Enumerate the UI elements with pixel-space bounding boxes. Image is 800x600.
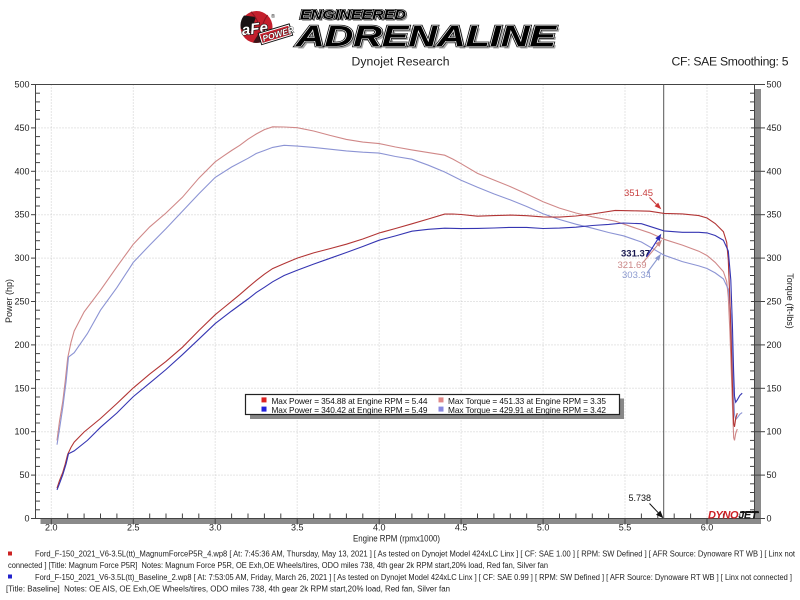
svg-text:150: 150 [767, 383, 782, 393]
svg-text:Ford_F-150_2021_V6-3.5L(tt)_Ba: Ford_F-150_2021_V6-3.5L(tt)_Baseline_2.w… [35, 573, 792, 582]
svg-text:200: 200 [14, 340, 29, 350]
svg-text:ENGINEERED: ENGINEERED [302, 10, 408, 24]
svg-text:6.0: 6.0 [701, 523, 714, 533]
svg-text:200: 200 [767, 340, 782, 350]
svg-text:ADRENALINE: ADRENALINE [295, 21, 559, 53]
svg-text:2.0: 2.0 [45, 523, 58, 533]
svg-text:Torque (ft-lbs): Torque (ft-lbs) [785, 273, 795, 329]
svg-text:400: 400 [767, 166, 782, 176]
svg-text:Engine RPM (rpmx1000): Engine RPM (rpmx1000) [353, 534, 440, 544]
svg-text:®: ® [271, 13, 275, 20]
svg-text:Power (hp): Power (hp) [4, 279, 14, 323]
svg-text:4.0: 4.0 [373, 523, 386, 533]
svg-text:CF: SAE Smoothing: 5: CF: SAE Smoothing: 5 [672, 55, 789, 69]
svg-text:connected ] [Title: Magnum For: connected ] [Title: Magnum Force P5R] No… [8, 561, 548, 570]
svg-text:Ford_F-150_2021_V6-3.5L(tt)_Ma: Ford_F-150_2021_V6-3.5L(tt)_MagnumForceP… [35, 550, 796, 559]
svg-text:300: 300 [767, 253, 782, 263]
svg-text:Max Power = 340.42 at Engine R: Max Power = 340.42 at Engine RPM = 5.49 [272, 405, 428, 415]
svg-text:300: 300 [14, 253, 29, 263]
svg-text:0: 0 [24, 514, 29, 524]
svg-text:5.738: 5.738 [629, 493, 652, 503]
svg-text:0: 0 [767, 514, 772, 524]
svg-text:351.45: 351.45 [624, 188, 653, 199]
svg-text:3.5: 3.5 [291, 523, 304, 533]
svg-text:321.69: 321.69 [618, 260, 647, 271]
svg-text:250: 250 [767, 297, 782, 307]
svg-text:331.37: 331.37 [621, 249, 650, 260]
svg-text:500: 500 [14, 80, 29, 90]
svg-text:250: 250 [14, 297, 29, 307]
svg-text:50: 50 [19, 470, 29, 480]
svg-text:3.0: 3.0 [209, 523, 222, 533]
svg-text:100: 100 [14, 427, 29, 437]
svg-text:ENGINEERED: ENGINEERED [300, 8, 406, 22]
svg-text:450: 450 [14, 123, 29, 133]
svg-text:DYNOJET: DYNOJET [708, 510, 759, 522]
svg-text:5.0: 5.0 [537, 523, 550, 533]
svg-text:400: 400 [14, 166, 29, 176]
svg-text:ADRENALINE: ADRENALINE [297, 24, 561, 56]
svg-text:ADRENALINE: ADRENALINE [295, 21, 559, 53]
svg-text:303.34: 303.34 [622, 270, 651, 281]
svg-text:2.5: 2.5 [127, 523, 140, 533]
svg-text:50: 50 [767, 470, 777, 480]
svg-text:450: 450 [767, 123, 782, 133]
svg-text:4.5: 4.5 [455, 523, 468, 533]
svg-text:150: 150 [14, 383, 29, 393]
svg-text:Max Torque = 451.33 at Engine: Max Torque = 451.33 at Engine RPM = 3.35 [448, 396, 606, 406]
svg-text:Max Power = 354.88 at Engine R: Max Power = 354.88 at Engine RPM = 5.44 [272, 396, 428, 406]
svg-text:Dynojet Research: Dynojet Research [352, 55, 450, 69]
svg-text:350: 350 [767, 210, 782, 220]
svg-text:ENGINEERED: ENGINEERED [300, 8, 406, 22]
svg-text:100: 100 [767, 427, 782, 437]
svg-text:[Title: Baseline] Notes: OE A: [Title: Baseline] Notes: OE AIS, OE Exh,… [6, 585, 450, 594]
svg-text:500: 500 [767, 80, 782, 90]
svg-text:5.5: 5.5 [619, 523, 632, 533]
svg-text:Max Torque = 429.91 at Engine: Max Torque = 429.91 at Engine RPM = 3.42 [448, 405, 606, 415]
svg-text:350: 350 [14, 210, 29, 220]
